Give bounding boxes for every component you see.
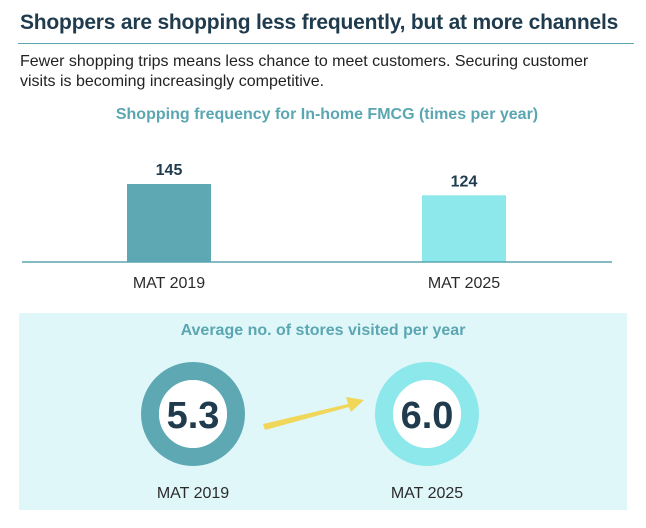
donut-1-category-label: MAT 2019 xyxy=(157,485,229,502)
bar-2-category-label: MAT 2025 xyxy=(428,275,500,292)
bar-2 xyxy=(422,195,506,262)
bar-layer: 145 MAT 2019 124 MAT 2025 xyxy=(127,162,506,292)
trend-arrow-2-shape xyxy=(263,397,364,430)
bar-1-category-label: MAT 2019 xyxy=(133,275,205,292)
page-title: Shoppers are shopping less frequently, b… xyxy=(20,11,619,34)
bar-1 xyxy=(127,184,211,262)
donut-2-value-label: 6.0 xyxy=(401,395,454,437)
donut-1-ring xyxy=(141,362,245,466)
bar-1-value-label: 145 xyxy=(156,162,183,179)
donut-layer: 5.3 MAT 2019 6.0 MAT 2025 xyxy=(141,362,479,502)
donut-1-value-label: 5.3 xyxy=(167,395,220,437)
donut-chart: 5.3 MAT 2019 6.0 MAT 2025 xyxy=(141,362,479,502)
donut-2-ring xyxy=(375,362,479,466)
bar-2-value-label: 124 xyxy=(451,173,478,190)
bar-chart: 145 MAT 2019 124 MAT 2025 xyxy=(22,162,612,292)
donut-1-center xyxy=(159,380,227,448)
trend-arrow-2 xyxy=(263,397,364,430)
donut-chart-title: Average no. of stores visited per year xyxy=(180,322,466,339)
donut-2-center xyxy=(393,380,461,448)
donut-2-category-label: MAT 2025 xyxy=(391,485,463,502)
page-subtitle: Fewer shopping trips means less chance t… xyxy=(20,53,589,90)
title-divider xyxy=(18,43,634,44)
bar-chart-title: Shopping frequency for In-home FMCG (tim… xyxy=(115,106,539,123)
